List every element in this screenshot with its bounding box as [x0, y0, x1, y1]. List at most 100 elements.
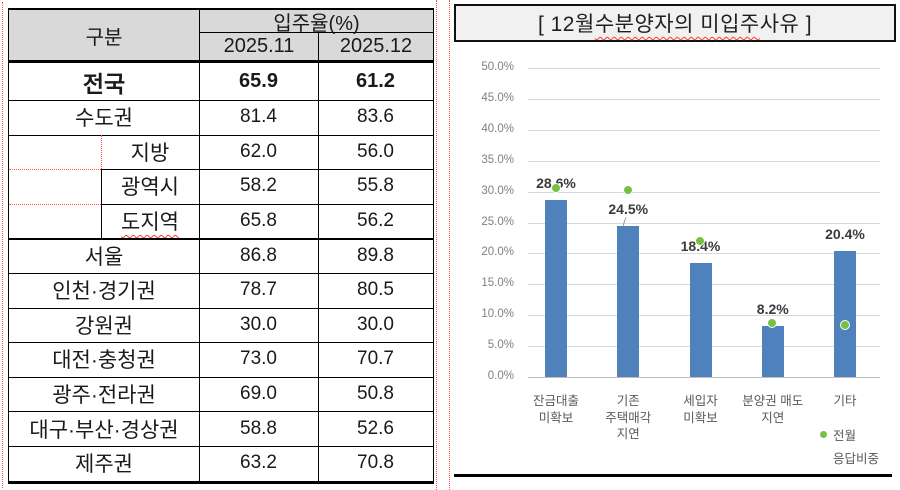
x-axis-line [528, 377, 880, 378]
row-divider [9, 411, 433, 413]
bar [761, 326, 784, 377]
y-tick-label: 10.0% [481, 308, 514, 321]
chart-title-underlined: 수분양자의 미입주 [594, 13, 760, 36]
gridline [528, 191, 880, 193]
prev-month-dot [622, 184, 633, 195]
row-label-text: 서울 [84, 245, 124, 269]
row-divider [9, 134, 433, 136]
row-divider-red [9, 203, 101, 205]
header-rate-block: 입주율(%) 2025.11 2025.12 [199, 10, 433, 60]
value-2025-11: 73.0 [240, 348, 277, 370]
value-2025-11: 63.2 [240, 452, 277, 474]
row-divider [9, 307, 433, 309]
row-divider-red [9, 169, 101, 171]
column-divider [199, 63, 200, 481]
value-2025-11: 81.4 [240, 106, 277, 128]
table-row: 지방 62.0 56.0 [9, 134, 433, 170]
header-rate-cell: 입주율(%) [200, 10, 433, 35]
page-break-line [449, 0, 450, 490]
row-label: 전국 [9, 63, 199, 100]
row-label-text: 제주권 [75, 453, 133, 477]
bar-value-label: 20.4% [825, 225, 865, 242]
row-label-text: 지방 [130, 141, 170, 165]
row-divider [101, 169, 433, 171]
table-row: 도지역 65.8 56.2 [9, 203, 433, 239]
value-2025-12: 61.2 [356, 70, 395, 92]
value-2025-12: 30.0 [357, 313, 394, 335]
row-label: 도지역 [101, 204, 199, 239]
legend-label: 전월 응답비중 [833, 429, 880, 466]
label-leader-line [622, 216, 627, 226]
legend: 전월 응답비중 [820, 425, 879, 471]
row-label: 대전·충청권 [9, 342, 199, 377]
bar [617, 225, 640, 377]
value-2025-12: 89.8 [357, 244, 394, 266]
value-2025-11: 78.7 [240, 279, 277, 301]
value-2025-11: 62.0 [240, 140, 277, 162]
value-2025-11: 65.8 [240, 210, 277, 232]
value-2025-12: 56.0 [357, 140, 394, 162]
gridline [528, 129, 880, 131]
row-label: 광주·전라권 [9, 377, 199, 412]
bar-value-label: 24.5% [608, 200, 649, 217]
value-2025-11: 65.9 [239, 70, 278, 92]
row-label-text: 대구·부산·경상권 [29, 418, 179, 442]
value-2025-11: 30.0 [240, 313, 277, 335]
table-row: 수도권 81.4 83.6 [9, 100, 433, 135]
header-months-row: 2025.11 2025.12 [200, 33, 433, 60]
y-tick-label: 15.0% [481, 277, 514, 290]
x-tick-label: 분양권 매도 지연 [742, 394, 804, 425]
header-month2-cell: 2025.12 [318, 33, 433, 60]
header-group-cell: 구분 [85, 26, 123, 49]
table-header: 구분 입주율(%) 2025.11 2025.12 [9, 10, 433, 63]
row-label-text: 전국 [82, 70, 126, 97]
indent-cell-divider [101, 169, 102, 204]
value-2025-11: 69.0 [240, 383, 277, 405]
legend-marker-icon [820, 431, 827, 438]
y-tick-label: 30.0% [481, 184, 514, 197]
row-label: 수도권 [9, 100, 199, 135]
chart-title: [ 12월 수분양자의 미입주 사유 ] [454, 4, 896, 42]
row-label: 강원권 [9, 308, 199, 343]
gridline [528, 222, 880, 224]
row-label-text: 광역시 [121, 176, 179, 200]
row-divider [101, 203, 433, 205]
row-label-text: 인천·경기권 [52, 280, 156, 304]
gridline [528, 98, 880, 100]
value-2025-12: 55.8 [357, 175, 394, 197]
bar-value-label: 18.4% [680, 238, 721, 255]
row-label-text: 광주·전라권 [52, 384, 156, 408]
y-tick-label: 50.0% [481, 61, 514, 73]
row-label: 인천·경기권 [9, 273, 199, 308]
table-row: 강원권 30.0 30.0 [9, 307, 433, 343]
x-tick-label: 기타 [833, 394, 857, 408]
y-tick-label: 5.0% [487, 339, 514, 352]
row-label: 대구·부산·경상권 [9, 411, 199, 446]
prev-month-dot [839, 319, 850, 330]
row-label: 광역시 [101, 169, 199, 204]
indent-cell-divider [101, 203, 102, 239]
bar-value-label: 8.2% [756, 301, 789, 318]
row-divider [9, 342, 433, 344]
gridline [528, 68, 880, 69]
value-2025-11: 86.8 [240, 244, 277, 266]
row-label: 지방 [101, 135, 199, 170]
page-break-line [2, 2, 3, 488]
prev-month-dot [767, 318, 778, 329]
table-row: 대전·충청권 73.0 70.7 [9, 342, 433, 377]
row-divider [9, 445, 433, 447]
x-tick-label: 기존 주택매각 지연 [605, 394, 652, 441]
table-body: 전국 65.9 61.2 수도권 81.4 83.6 지방 62.0 56.0 광역시 58.2 55… [9, 63, 433, 481]
y-tick-label: 35.0% [481, 153, 514, 166]
row-label: 서울 [9, 238, 199, 273]
occupancy-rate-table: 구분 입주율(%) 2025.11 2025.12 전국 65.9 61.2 수도권 8… [8, 8, 434, 484]
row-label-text: 수도권 [75, 107, 133, 131]
gridline [528, 253, 880, 255]
row-divider [9, 272, 433, 274]
value-2025-12: 56.2 [357, 210, 394, 232]
row-divider [9, 376, 433, 378]
header-month1-cell: 2025.11 [223, 35, 295, 57]
table-row: 대구·부산·경상권 58.8 52.6 [9, 411, 433, 446]
indent-cell-divider [101, 134, 103, 170]
